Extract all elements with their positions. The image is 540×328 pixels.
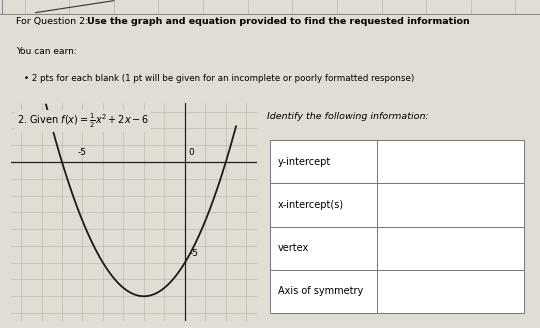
Bar: [270, 270, 524, 313]
Text: Use the graph and equation provided to find the requested information: Use the graph and equation provided to f…: [87, 17, 469, 26]
Bar: [270, 227, 524, 270]
Text: For Question 2:: For Question 2:: [16, 17, 91, 26]
Text: • 2 pts for each blank (1 pt will be given for an incomplete or poorly formatted: • 2 pts for each blank (1 pt will be giv…: [24, 73, 414, 83]
Text: Axis of symmetry: Axis of symmetry: [278, 286, 363, 296]
Text: 2. Given $f(x) = \frac{1}{2}x^2 + 2x - 6$: 2. Given $f(x) = \frac{1}{2}x^2 + 2x - 6…: [17, 112, 149, 130]
Text: Identify the following information:: Identify the following information:: [267, 112, 429, 121]
Text: y-intercept: y-intercept: [278, 157, 332, 167]
Bar: [270, 183, 524, 227]
Text: -5: -5: [190, 249, 199, 258]
Text: 0: 0: [188, 148, 194, 157]
Text: vertex: vertex: [278, 243, 309, 253]
Bar: [270, 140, 524, 183]
Text: -5: -5: [78, 148, 87, 157]
Text: You can earn:: You can earn:: [16, 47, 77, 56]
Text: x-intercept(s): x-intercept(s): [278, 200, 344, 210]
